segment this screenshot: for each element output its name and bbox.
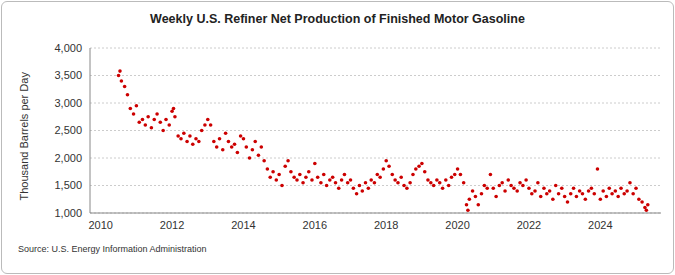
svg-text:2012: 2012 (160, 219, 184, 231)
svg-text:1,000: 1,000 (54, 207, 82, 219)
svg-text:2022: 2022 (517, 219, 541, 231)
svg-text:2020: 2020 (445, 219, 469, 231)
html-text:Weekly U.S. Refiner Net Produc: Weekly U.S. Refiner Net Production of Fi… (150, 12, 525, 26)
svg-text:2024: 2024 (588, 219, 612, 231)
svg-text:2014: 2014 (231, 219, 255, 231)
svg-text:2010: 2010 (88, 219, 112, 231)
svg-text:2018: 2018 (374, 219, 398, 231)
svg-text:1,500: 1,500 (54, 179, 82, 191)
svg-text:3,500: 3,500 (54, 69, 82, 81)
svg-text:2,500: 2,500 (54, 124, 82, 136)
svg-text:2,000: 2,000 (54, 152, 82, 164)
svg-text:4,000: 4,000 (54, 42, 82, 54)
svg-text:2016: 2016 (303, 219, 327, 231)
svg-text:3,000: 3,000 (54, 97, 82, 109)
html-text:Source: U.S. Energy Informatio: Source: U.S. Energy Information Administ… (18, 244, 207, 254)
svg-text:Thousand Barrels per Day: Thousand Barrels per Day (18, 72, 30, 201)
